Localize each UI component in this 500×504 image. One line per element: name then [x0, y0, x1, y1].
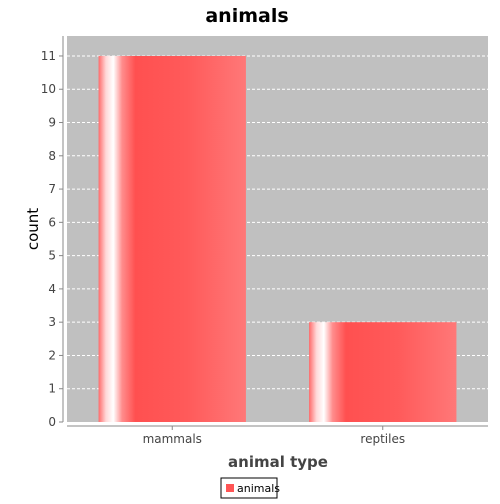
y-axis-label: count: [24, 208, 42, 250]
bar-reptiles: [309, 322, 457, 422]
y-tick-label: 8: [48, 149, 56, 163]
y-tick-label: 1: [48, 382, 56, 396]
y-tick-label: 9: [48, 116, 56, 130]
x-axis-ticks: mammals reptiles: [143, 426, 405, 446]
bars: [98, 55, 457, 423]
legend: animals: [220, 477, 280, 499]
y-axis-ticks: 0 1 2 3 4 5 6 7 8 9 10 11: [41, 49, 63, 429]
y-tick-label: 10: [41, 82, 56, 96]
y-tick-label: 0: [48, 415, 56, 429]
y-tick-label: 7: [48, 182, 56, 196]
x-tick-label: mammals: [143, 432, 202, 446]
legend-swatch: [226, 484, 234, 492]
y-tick-label: 11: [41, 49, 56, 63]
y-tick-label: 4: [48, 282, 56, 296]
y-tick-label: 2: [48, 348, 56, 362]
chart-title: animals: [205, 5, 288, 27]
x-axis-label: animal type: [228, 453, 328, 471]
legend-box: [220, 477, 278, 499]
legend-label: animals: [237, 482, 280, 495]
y-tick-label: 3: [48, 315, 56, 329]
y-tick-label: 6: [48, 215, 56, 229]
y-tick-label: 5: [48, 249, 56, 263]
bar-mammals: [98, 55, 246, 423]
x-tick-label: reptiles: [360, 432, 405, 446]
